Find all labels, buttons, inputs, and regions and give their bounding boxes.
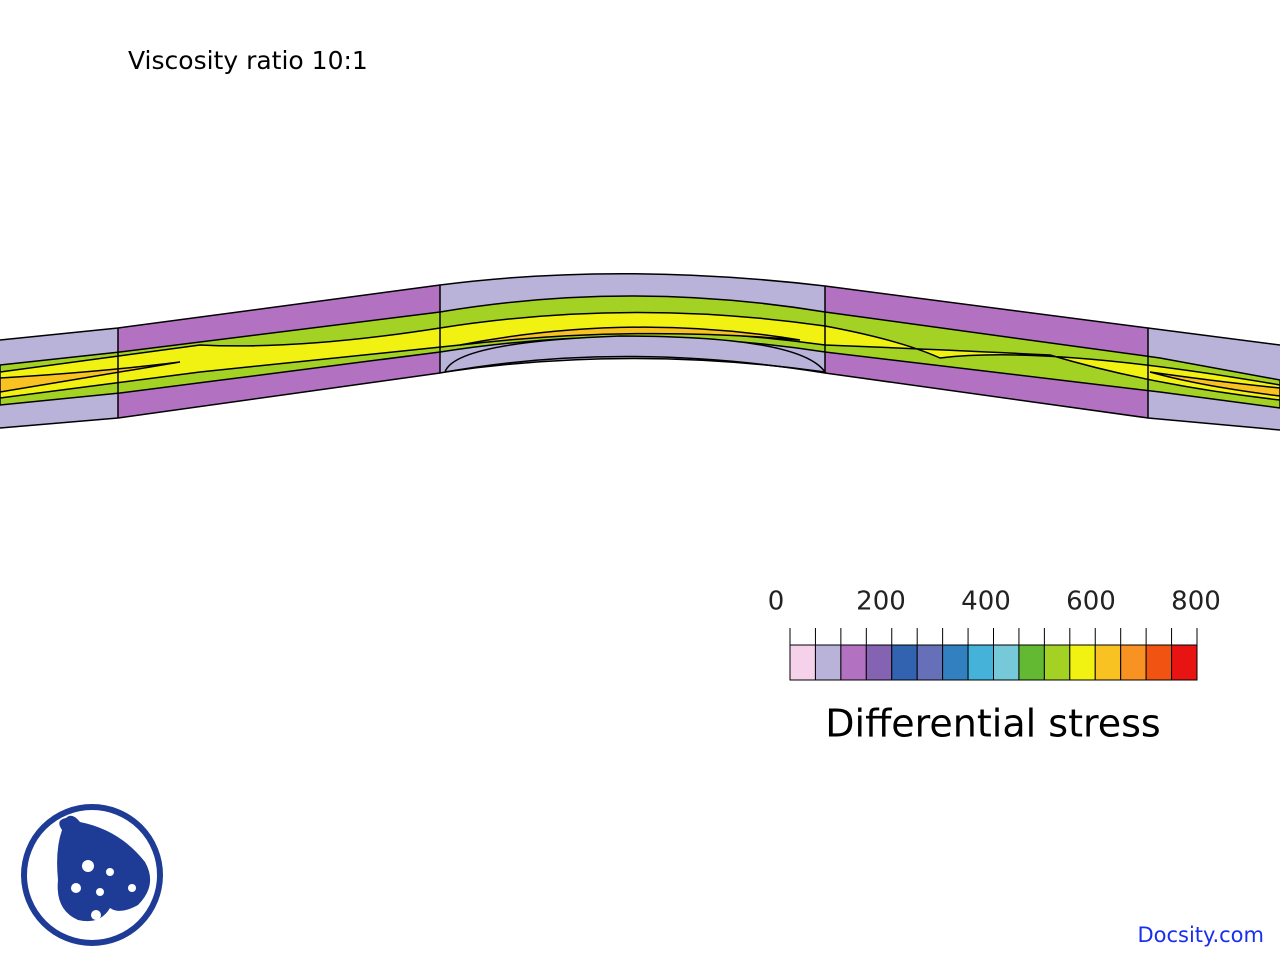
swatch	[814, 644, 842, 681]
swatch	[789, 644, 816, 681]
swatch	[1120, 644, 1147, 681]
swatch	[891, 644, 918, 681]
fold-diagram	[0, 273, 1280, 431]
inner-lavender	[443, 335, 827, 373]
scale-label: 800	[1171, 587, 1221, 617]
scale-label: 400	[961, 587, 1011, 617]
logo	[21, 804, 163, 946]
swatch	[865, 644, 893, 681]
swatch	[1171, 644, 1198, 681]
scale-label: 600	[1066, 587, 1116, 617]
swatch	[942, 644, 969, 681]
swatch	[916, 644, 944, 681]
swatch	[1145, 644, 1173, 681]
title: Viscosity ratio 10:1	[128, 46, 368, 75]
scale-label: 200	[856, 587, 906, 617]
swatch	[993, 644, 1020, 681]
swatch	[1094, 644, 1122, 681]
outline	[0, 273, 1280, 431]
orange-layer	[0, 326, 1280, 397]
scale-title: Differential stress	[825, 702, 1160, 746]
swatch	[840, 644, 867, 681]
swatch	[1069, 644, 1096, 681]
brand: Docsity.com	[1137, 923, 1264, 947]
swatch	[967, 644, 994, 681]
swatch	[1018, 644, 1045, 681]
scale-label: 0	[768, 587, 785, 617]
color-scale: 0 200 400 600 800	[768, 587, 1221, 681]
swatch	[1043, 644, 1071, 681]
